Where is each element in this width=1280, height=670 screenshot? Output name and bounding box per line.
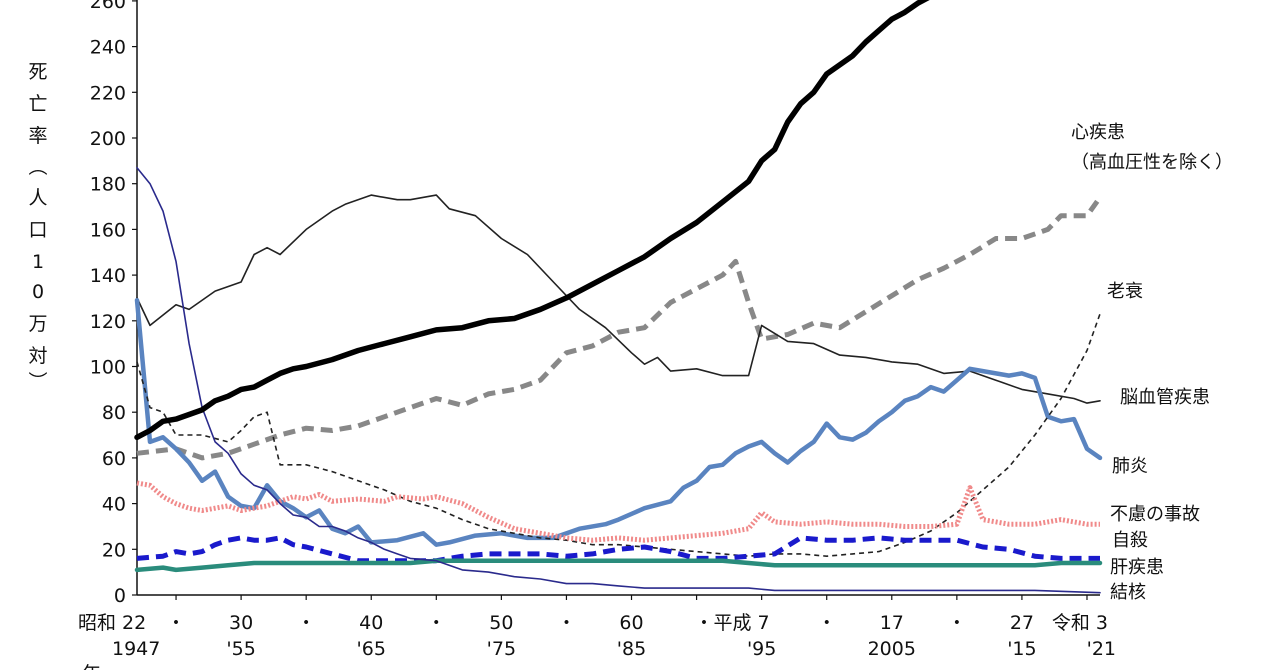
series-label: 肝疾患	[1110, 557, 1164, 578]
x-year-label: 1947	[112, 638, 160, 660]
y-tick-label: 0	[114, 585, 126, 607]
series-label: 脳血管疾患	[1120, 387, 1210, 408]
y-tick-label: 180	[90, 174, 126, 196]
y-tick-label: 120	[90, 311, 126, 333]
series-line	[136, 535, 1100, 564]
x-year-label: '65	[357, 638, 386, 660]
x-year-label: '21	[1087, 638, 1116, 660]
y-axis-label: 死亡率︵人口 1 0 万対︶	[28, 61, 47, 393]
x-era-label: ・	[557, 612, 576, 634]
x-era-label: ・	[947, 612, 966, 634]
series-line	[134, 297, 1103, 547]
y-tick-label: 40	[102, 494, 126, 516]
series-line	[136, 166, 1101, 594]
x-era-label: ・	[297, 612, 316, 634]
series-line	[136, 194, 1101, 404]
x-year-label: '95	[747, 638, 776, 660]
y-tick-label: 140	[90, 265, 126, 287]
x-year-label: '15	[1007, 638, 1036, 660]
series-line	[134, 558, 1103, 573]
x-era-label: 50	[489, 612, 513, 634]
series-label: 結核	[1110, 582, 1146, 603]
y-tick-label: 240	[90, 37, 126, 59]
x-year-label: '55	[226, 638, 255, 660]
x-era-label: 40	[359, 612, 383, 634]
x-era-label: 令和 3	[1052, 612, 1108, 634]
y-tick-label: 20	[102, 539, 126, 561]
series-label: 不慮の事故	[1110, 504, 1200, 525]
x-year-label: 2005	[868, 638, 916, 660]
x-year-label: '75	[487, 638, 516, 660]
y-tick-label: 260	[90, 0, 126, 13]
x-era-label: ・平成 7	[695, 612, 770, 634]
x-axis-unit: 年	[82, 663, 101, 670]
x-era-label: 60	[619, 612, 643, 634]
series-label: 心疾患	[1071, 122, 1125, 143]
x-era-label: ・	[427, 612, 446, 634]
series-label: （高血圧性を除く）	[1071, 152, 1233, 173]
x-year-label: '85	[617, 638, 646, 660]
axes: 0 20 40 60 80 100 120 140 160 180 200 220 240 260 昭和 2…	[78, 0, 1116, 670]
y-tick-label: 160	[90, 219, 126, 241]
series-line	[136, 480, 1100, 543]
y-tick-label: 220	[90, 82, 126, 104]
series-layer	[134, 0, 1103, 594]
x-era-label: ・	[817, 612, 836, 634]
series-label: 肺炎	[1112, 456, 1148, 477]
x-era-label: 30	[229, 612, 253, 634]
series-line	[134, 0, 930, 441]
series-line	[136, 195, 1103, 461]
series-line	[136, 313, 1101, 557]
series-label: 老衰	[1107, 281, 1143, 302]
y-tick-label: 80	[102, 402, 126, 424]
x-era-label: 17	[880, 612, 904, 634]
x-era-label: 27	[1010, 612, 1034, 634]
x-era-label: ・	[167, 612, 186, 634]
x-era-label: 昭和 22	[78, 612, 146, 634]
y-tick-label: 60	[102, 448, 126, 470]
series-label: 自殺	[1112, 530, 1148, 551]
y-tick-label: 100	[90, 357, 126, 379]
y-tick-label: 200	[90, 128, 126, 150]
